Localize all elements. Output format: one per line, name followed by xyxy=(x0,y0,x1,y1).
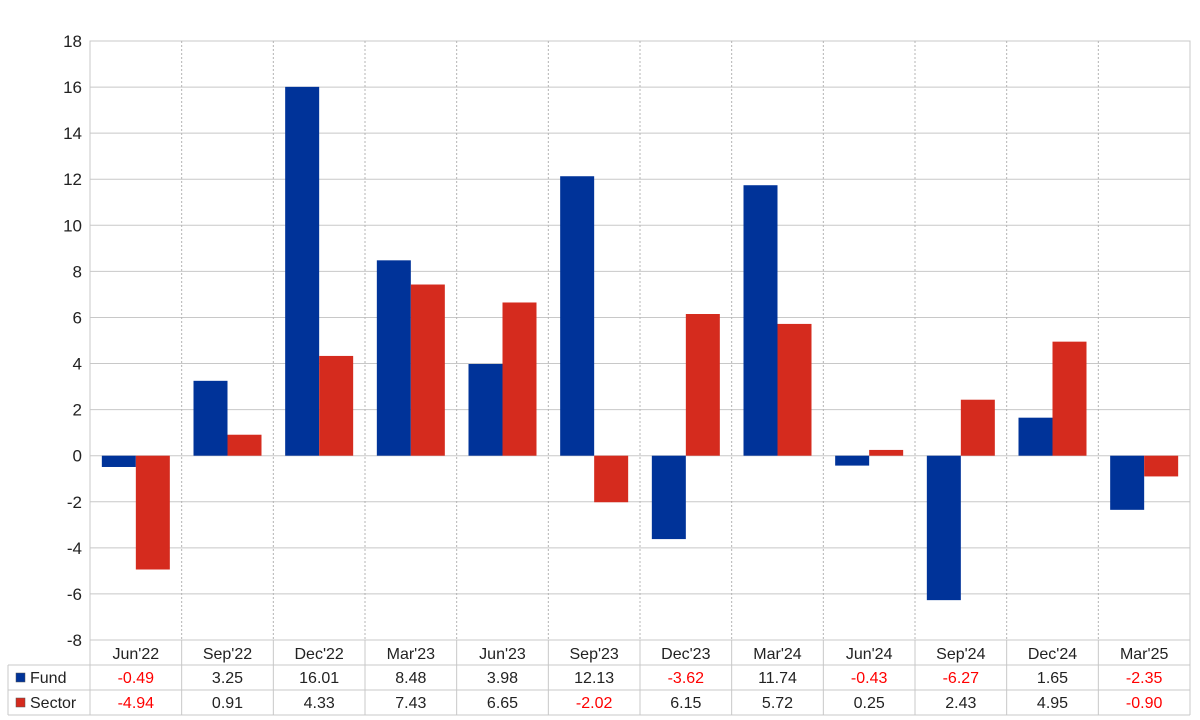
data-label-sector: -0.90 xyxy=(1126,695,1163,712)
bar-fund xyxy=(101,455,136,467)
legend-label-fund: Fund xyxy=(30,670,66,687)
data-label-fund: 12.13 xyxy=(574,670,614,687)
data-label-fund: 8.48 xyxy=(395,670,426,687)
bar-fund xyxy=(743,185,778,456)
category-label: Dec'22 xyxy=(295,646,344,663)
bar-sector xyxy=(777,323,812,456)
legend-swatch-fund xyxy=(15,672,26,683)
bar-sector xyxy=(594,455,629,503)
category-label: Mar'23 xyxy=(387,646,436,663)
bar-fund xyxy=(376,260,411,456)
bar-fund xyxy=(926,455,961,601)
y-tick-label: 10 xyxy=(63,216,82,235)
category-label: Dec'23 xyxy=(661,646,710,663)
plot-area xyxy=(89,40,1191,641)
y-tick-label: -8 xyxy=(67,631,82,650)
bar-fund xyxy=(835,455,870,466)
data-label-sector: 4.95 xyxy=(1037,695,1068,712)
data-label-fund: -3.62 xyxy=(668,670,705,687)
data-label-sector: 7.43 xyxy=(395,695,426,712)
bar-fund xyxy=(560,176,595,456)
y-tick-label: 18 xyxy=(63,32,82,51)
data-label-fund: 1.65 xyxy=(1037,670,1068,687)
data-label-fund: 11.74 xyxy=(758,670,797,687)
bar-fund xyxy=(285,86,320,456)
y-tick-label: -2 xyxy=(67,493,82,512)
bar-sector xyxy=(502,302,537,456)
data-label-fund: -2.35 xyxy=(1126,670,1163,687)
y-tick-label: 4 xyxy=(73,355,82,374)
data-label-fund: 3.98 xyxy=(487,670,518,687)
bar-sector xyxy=(410,284,445,456)
category-label: Mar'25 xyxy=(1120,646,1169,663)
data-label-sector: 0.91 xyxy=(212,695,243,712)
bar-sector xyxy=(869,449,904,456)
category-label: Dec'24 xyxy=(1028,646,1077,663)
category-label: Sep'22 xyxy=(203,646,252,663)
data-table: Jun'22 Sep'22 Dec'22 Mar'23 Jun'23 Sep'23 Dec'… xyxy=(7,640,1191,716)
y-tick-label: 2 xyxy=(73,401,82,420)
data-label-sector: 2.43 xyxy=(945,695,976,712)
y-tick-label: 8 xyxy=(73,262,82,281)
data-label-fund: -0.49 xyxy=(118,670,155,687)
data-label-sector: 6.65 xyxy=(487,695,518,712)
data-label-sector: -2.02 xyxy=(576,695,613,712)
data-label-fund: -0.43 xyxy=(851,670,888,687)
y-tick-label: -6 xyxy=(67,585,82,604)
bar-sector xyxy=(960,399,995,456)
bar-sector xyxy=(227,434,262,456)
data-label-fund: 16.01 xyxy=(299,670,339,687)
data-label-sector: 0.25 xyxy=(854,695,885,712)
axis-layer: -8 -6 -4 -2 0 2 4 6 8 10 12 14 16 18 xyxy=(63,32,82,650)
category-label: Jun'22 xyxy=(113,646,160,663)
grid-layer xyxy=(89,40,1191,641)
bar-sector xyxy=(685,314,720,456)
category-label: Jun'24 xyxy=(846,646,893,663)
legend-label-sector: Sector xyxy=(30,695,77,712)
y-tick-label: -4 xyxy=(67,539,82,558)
bar-sector xyxy=(319,355,354,456)
category-label: Jun'23 xyxy=(479,646,526,663)
y-tick-label: 0 xyxy=(73,447,82,466)
bar-sector xyxy=(135,455,170,570)
legend-swatch-sector xyxy=(15,697,26,708)
data-label-sector: 6.15 xyxy=(670,695,701,712)
data-label-fund: 3.25 xyxy=(212,670,243,687)
bar-fund xyxy=(1018,417,1053,456)
y-tick-label: 14 xyxy=(63,124,82,143)
category-label: Mar'24 xyxy=(753,646,802,663)
bar-sector xyxy=(1144,455,1179,477)
y-tick-label: 16 xyxy=(63,78,82,97)
bar-fund xyxy=(1110,455,1145,510)
bar-sector xyxy=(1052,341,1087,456)
data-label-sector: -4.94 xyxy=(118,695,155,712)
data-label-fund: -6.27 xyxy=(943,670,980,687)
category-label: Sep'24 xyxy=(936,646,985,663)
bar-fund xyxy=(468,363,503,456)
y-tick-label: 6 xyxy=(73,308,82,327)
bar-layer xyxy=(101,86,1179,601)
bar-fund xyxy=(651,455,686,540)
category-label: Sep'23 xyxy=(570,646,619,663)
data-label-sector: 4.33 xyxy=(304,695,335,712)
data-label-sector: 5.72 xyxy=(762,695,793,712)
bar-fund xyxy=(193,380,228,456)
y-tick-label: 12 xyxy=(63,170,82,189)
